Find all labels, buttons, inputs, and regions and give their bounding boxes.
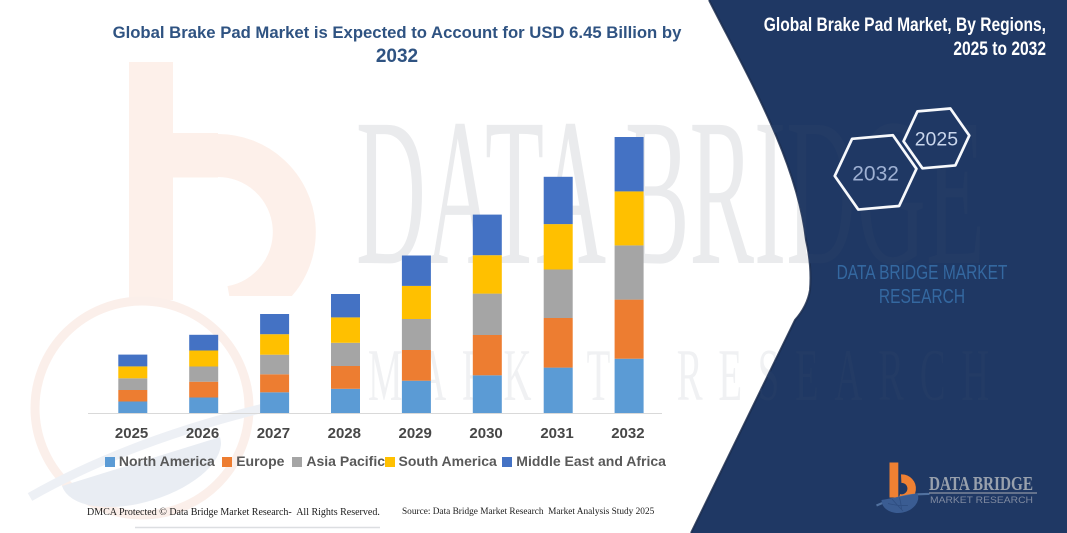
svg-text:MARKET RESEARCH: MARKET RESEARCH [930,495,1033,505]
svg-text:2032: 2032 [852,163,899,186]
svg-text:DATA BRIDGE: DATA BRIDGE [929,473,1033,495]
svg-text:2025: 2025 [915,128,959,150]
